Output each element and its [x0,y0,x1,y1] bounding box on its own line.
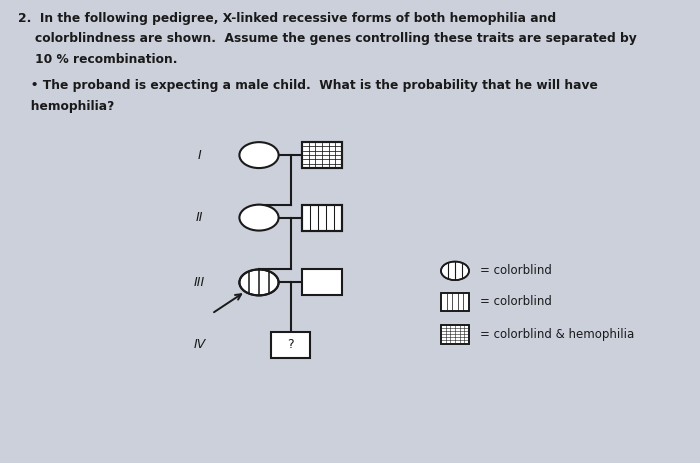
Text: hemophilia?: hemophilia? [18,100,113,113]
Text: I: I [197,149,202,162]
Text: 2.  In the following pedigree, X-linked recessive forms of both hemophilia and: 2. In the following pedigree, X-linked r… [18,12,556,25]
Bar [441,293,469,311]
Bar [302,205,342,231]
Bar [302,142,342,168]
Circle shape [239,142,279,168]
Text: IV: IV [193,338,206,351]
Circle shape [441,262,469,280]
Text: = colorblind: = colorblind [480,264,552,277]
Text: ?: ? [287,338,294,351]
Circle shape [239,205,279,231]
Circle shape [239,269,279,295]
Text: • The proband is expecting a male child.  What is the probability that he will h: • The proband is expecting a male child.… [18,79,597,92]
Bar [441,325,469,344]
Text: = colorblind: = colorblind [480,295,552,308]
Bar [302,269,342,295]
Text: = colorblind & hemophilia: = colorblind & hemophilia [480,328,634,341]
Bar [302,205,342,231]
Bar [441,293,469,311]
Text: colorblindness are shown.  Assume the genes controlling these traits are separat: colorblindness are shown. Assume the gen… [18,32,636,45]
Text: 10 % recombination.: 10 % recombination. [18,53,177,66]
Text: II: II [196,211,203,224]
Bar [441,325,469,344]
Text: III: III [194,276,205,289]
Bar [271,332,310,358]
Bar [302,142,342,168]
